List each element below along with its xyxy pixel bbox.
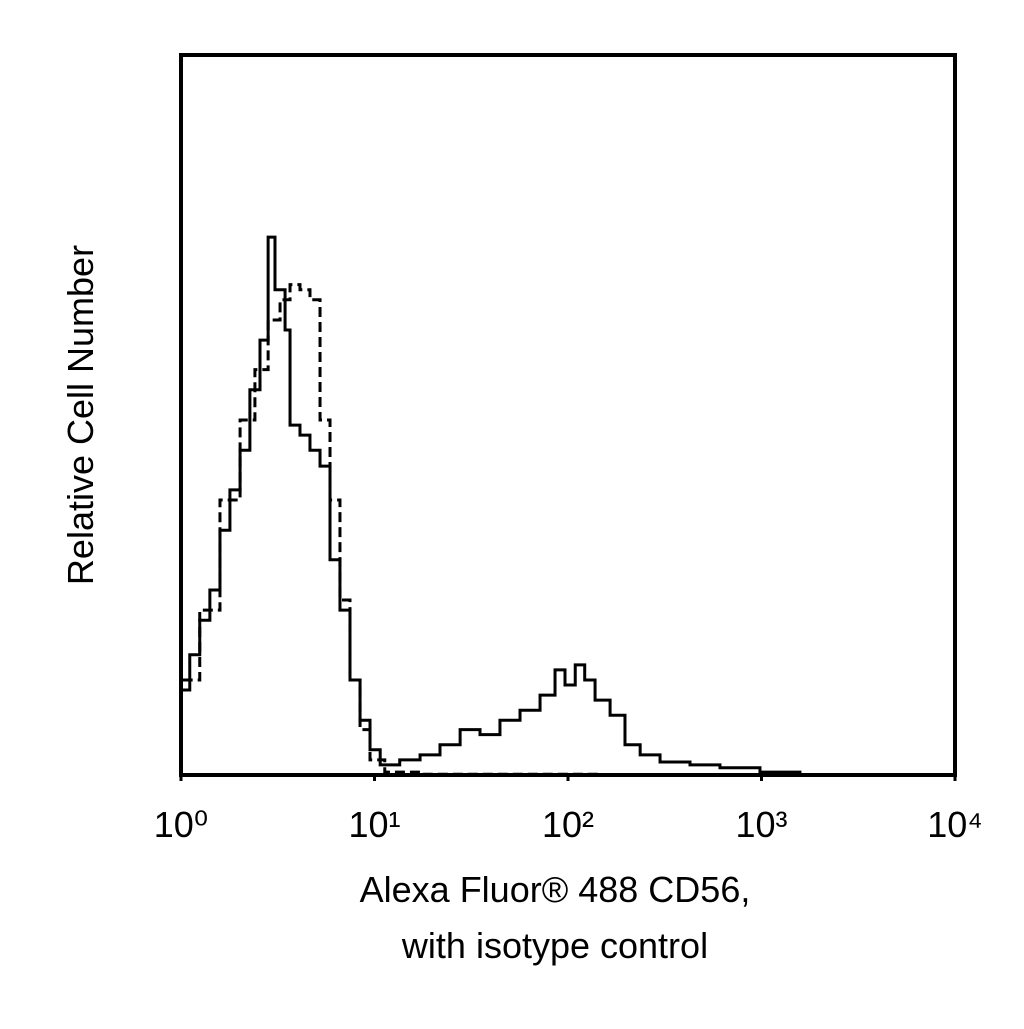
x-tick-label: 10³ xyxy=(735,804,787,845)
x-axis-label: Alexa Fluor® 488 CD56, xyxy=(360,869,751,910)
histogram-line xyxy=(182,235,955,777)
x-axis-label: with isotype control xyxy=(401,925,708,966)
histogram-line xyxy=(182,283,955,777)
x-tick-label: 10⁴ xyxy=(927,804,983,845)
x-tick-label: 10² xyxy=(542,804,594,845)
plot-frame xyxy=(179,53,957,777)
x-tick-label: 10¹ xyxy=(348,804,400,845)
x-tick-label: 10⁰ xyxy=(154,804,208,845)
y-axis-label: Relative Cell Number xyxy=(60,245,101,585)
